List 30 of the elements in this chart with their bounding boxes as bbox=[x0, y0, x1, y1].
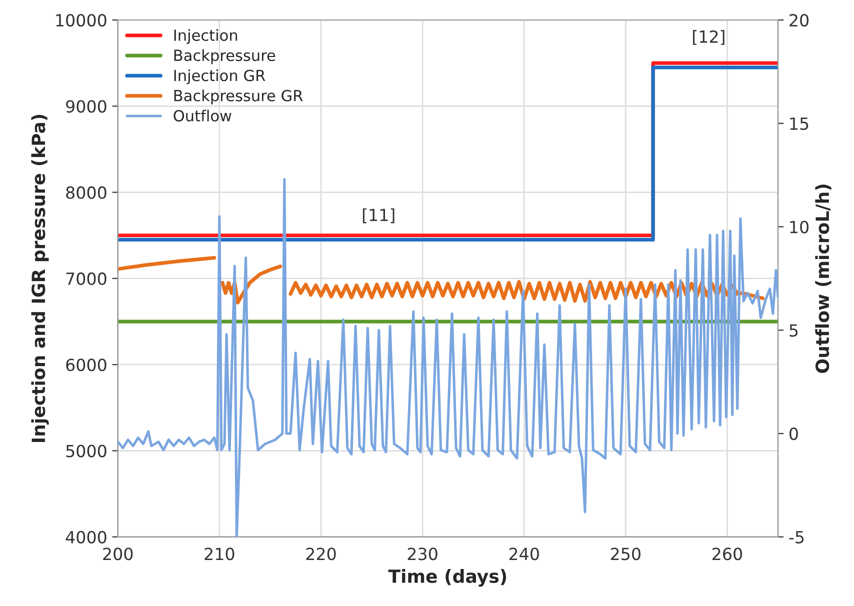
y2-tick-label: 0 bbox=[790, 427, 798, 440]
legend-label: Injection GR bbox=[174, 69, 266, 84]
x-tick-label: 260 bbox=[712, 548, 742, 560]
y2-tick-label: 20 bbox=[790, 14, 809, 27]
x-tick-label: 220 bbox=[306, 548, 336, 560]
legend-label: Injection bbox=[174, 29, 238, 44]
x-tick-label: 250 bbox=[610, 548, 640, 560]
y-tick-label: 8000 bbox=[66, 186, 106, 199]
y-tick-label: 6000 bbox=[66, 358, 106, 372]
y2-axis-title: Outflow (microL/h) bbox=[815, 184, 832, 373]
annotation: [12] bbox=[693, 30, 724, 45]
y-tick-label: 9000 bbox=[66, 100, 106, 113]
x-tick-label: 200 bbox=[103, 548, 133, 560]
y2-tick-label: -5 bbox=[789, 531, 804, 544]
x-axis-title: Time (days) bbox=[388, 569, 506, 587]
y2-tick-label: 10 bbox=[790, 220, 809, 234]
legend-label: Outflow bbox=[174, 110, 232, 122]
annotation: [11] bbox=[362, 208, 394, 224]
y-tick-label: 7000 bbox=[66, 272, 106, 286]
y-tick-label: 4000 bbox=[66, 530, 106, 544]
legend-label: Backpressure bbox=[174, 49, 276, 64]
x-tick-label: 230 bbox=[408, 548, 438, 560]
y2-tick-label: 5 bbox=[790, 324, 798, 337]
legend-label: Backpressure GR bbox=[174, 90, 303, 104]
x-tick-label: 210 bbox=[204, 548, 234, 560]
x-tick-label: 240 bbox=[509, 548, 539, 560]
y-axis-title: Injection and IGR pressure (kPa) bbox=[31, 114, 49, 442]
y-tick-label: 5000 bbox=[66, 444, 106, 458]
y2-tick-label: 15 bbox=[790, 118, 808, 130]
y-tick-label: 10000 bbox=[56, 14, 106, 27]
